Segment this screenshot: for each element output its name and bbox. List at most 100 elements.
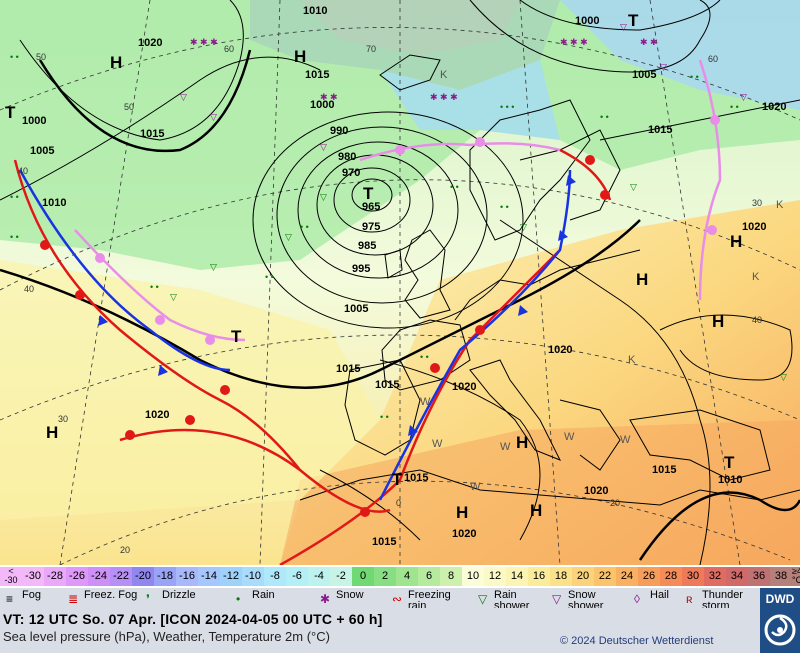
legend-label: Snow shower (568, 589, 604, 612)
isobar-1015-north (38, 49, 252, 153)
svg-text:✱ ✱ ✱: ✱ ✱ ✱ (430, 92, 458, 102)
svg-text:• • •: • • • (500, 102, 514, 112)
svg-text:✱ ✱: ✱ ✱ (640, 37, 658, 47)
svg-text:▽: ▽ (320, 142, 327, 152)
scale-cell: 34 (726, 567, 748, 586)
pressure-label: 985 (358, 240, 376, 252)
pressure-label: 1015 (648, 124, 672, 136)
legend-label: Thunder storm (702, 589, 743, 612)
pressure-label: 970 (342, 167, 360, 179)
svg-text:W: W (564, 431, 575, 443)
svg-text:▽: ▽ (740, 92, 747, 102)
pressure-label: 1010 (303, 5, 327, 17)
scale-cell: 8 (440, 567, 462, 586)
svg-text:• •: • • (265, 272, 274, 282)
temp-field-cool-east (560, 0, 800, 110)
temp-field-scandinavia (380, 60, 560, 140)
high-north-africa-2: H (530, 501, 542, 520)
svg-text:40: 40 (752, 315, 762, 325)
svg-text:✱ ✱ ✱: ✱ ✱ ✱ (190, 37, 218, 47)
thunderstorm-icon: ʀ (686, 592, 693, 606)
scale-cell: 16 (528, 567, 550, 586)
legend-label: Snow (336, 589, 364, 601)
front-symbols (40, 115, 720, 517)
svg-text:• •: • • (730, 102, 739, 112)
weather-map: • •• •• • • •▽▽ • •▽• • ▽• •• • ▽• •• • … (0, 0, 800, 565)
pressure-labels: 1020 1010 1000 1015 1000 1005 1015 1020 … (22, 5, 786, 548)
temp-field-green (0, 0, 800, 270)
scale-cell: 24 (616, 567, 638, 586)
pressure-label: 1000 (22, 115, 46, 127)
pressure-label: 990 (330, 125, 348, 137)
temperature-scale: < -30 -30 -28 -26 -24 -22 -20 -18 -16 -14 -12 -10 -8-… (0, 565, 800, 588)
scale-cell: 0 (352, 567, 374, 586)
svg-text:70: 70 (366, 44, 376, 54)
high-russia: H (730, 232, 742, 251)
pressure-label: 1020 (138, 37, 162, 49)
svg-text:• •: • • (300, 222, 309, 232)
occluded-front-east (698, 59, 722, 301)
svg-text:20: 20 (120, 545, 130, 555)
pressure-label: 1015 (336, 363, 360, 375)
pressure-label: 1020 (762, 101, 786, 113)
scale-cell: -28 (44, 567, 66, 586)
temp-field-atlantic (0, 260, 380, 520)
legend-label: Freez. Fog (84, 589, 138, 601)
scale-cell: 28 (660, 567, 682, 586)
snow-symbols: ✱ ✱ ✱ ✱ ✱ ✱ ✱ ✱ ✱ ✱ ✱ ✱ ✱ ▽ ▽ ▽ ▽ ▽ ▽ (180, 22, 747, 152)
pressure-label: 1015 (140, 128, 164, 140)
high-mediterranean: H (516, 433, 528, 452)
scale-cell: -6 (286, 567, 308, 586)
svg-text:0: 0 (396, 498, 401, 508)
low-north-norway: T (628, 11, 639, 30)
map-subtitle: Sea level pressure (hPa), Weather, Tempe… (3, 629, 330, 644)
svg-text:• •: • • (450, 182, 459, 192)
svg-text:▽: ▽ (210, 112, 217, 122)
scale-cell: 6 (418, 567, 440, 586)
high-azores: H (46, 423, 58, 442)
scale-cell: 14 (506, 567, 528, 586)
low-north-atlantic: T (363, 184, 374, 203)
svg-text:• •: • • (10, 192, 19, 202)
svg-text:▽: ▽ (660, 62, 667, 72)
drizzle-icon: ❜ (146, 592, 150, 606)
high-eastern-europe: H (636, 270, 648, 289)
rain-shower-icon: ▽ (478, 592, 488, 606)
svg-text:▽: ▽ (780, 372, 787, 382)
pressure-label: 965 (362, 201, 380, 213)
pressure-label: 1015 (652, 464, 676, 476)
svg-text:• •: • • (150, 282, 159, 292)
valid-time: VT: 12 UTC So. 07 Apr. [ICON 2024-04-05 … (3, 611, 383, 627)
rain-symbols: • •• •• • • •▽▽ • •▽• • ▽• •• • ▽• •• • … (10, 52, 787, 422)
fog-icon: ≡ (6, 592, 14, 606)
svg-text:W: W (470, 481, 481, 493)
legend-label: Rain shower (494, 589, 530, 612)
scale-cell: -24 (88, 567, 110, 586)
legend-label: Drizzle (162, 589, 196, 601)
svg-text:50: 50 (124, 102, 134, 112)
warm-front-atlantic (13, 159, 301, 471)
snow-shower-icon: ▽ (552, 592, 562, 606)
dwd-swirl-icon (764, 614, 796, 646)
coastlines (299, 54, 800, 506)
pressure-label: 1015 (404, 472, 428, 484)
svg-text:▽: ▽ (620, 22, 627, 32)
svg-text:40: 40 (24, 284, 34, 294)
freezing-rain-icon: ∾ (392, 592, 403, 606)
pressure-label: 1020 (548, 344, 572, 356)
pressure-label: 1020 (145, 409, 169, 421)
svg-text:W: W (500, 441, 511, 453)
isobar-1015-east (638, 491, 800, 561)
svg-text:▽: ▽ (520, 222, 527, 232)
pressure-label: 995 (352, 263, 370, 275)
low-black-sea: T (724, 453, 735, 472)
low-mid-atlantic: T (231, 327, 242, 346)
pressure-label: 1020 (452, 381, 476, 393)
scale-cell: 20 (572, 567, 594, 586)
low-morocco: T (392, 470, 403, 489)
scale-cell: 18 (550, 567, 572, 586)
pressure-systems: T H H T T H H H H T T H H H T (5, 11, 742, 522)
scale-cell: -14 (198, 567, 220, 586)
svg-text:30: 30 (58, 414, 68, 424)
svg-text:50: 50 (36, 52, 46, 62)
